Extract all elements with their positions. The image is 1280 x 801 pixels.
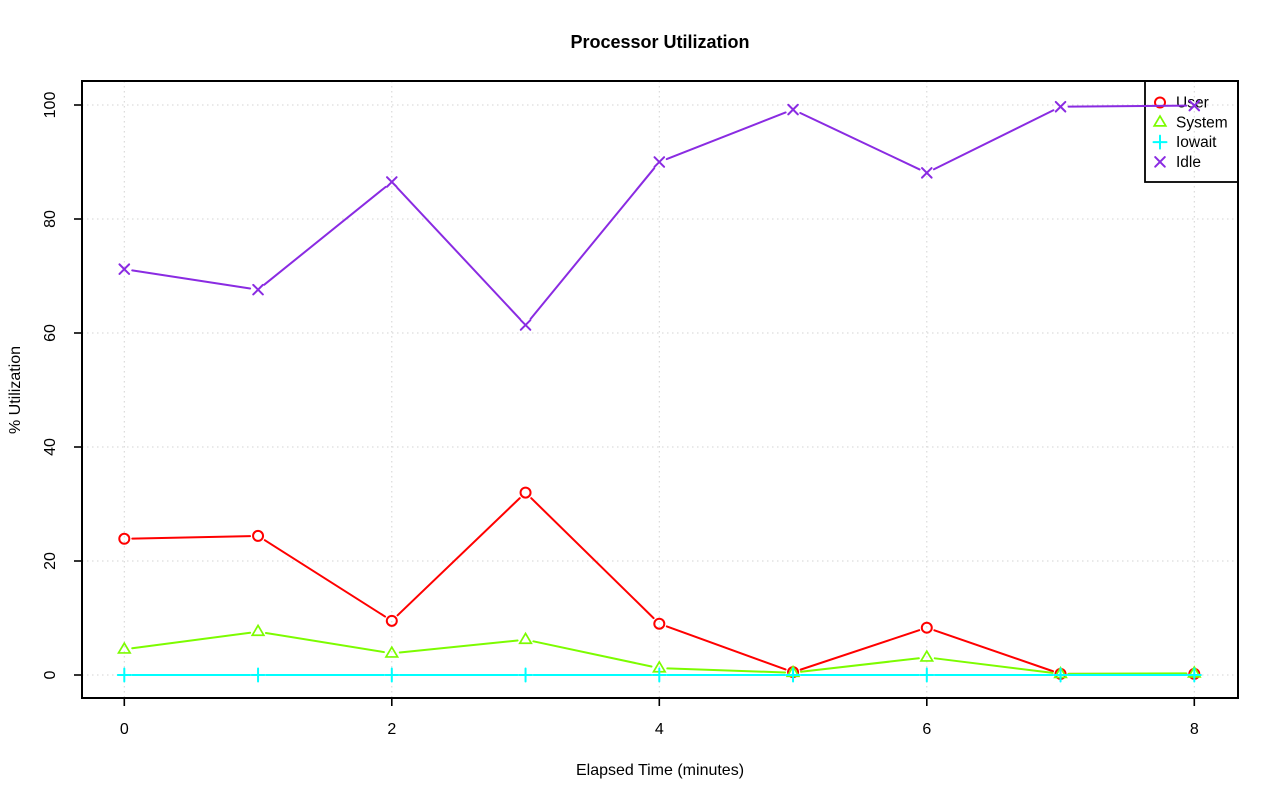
y-tick-label: 100 (42, 92, 59, 119)
x-tick-label: 2 (387, 721, 396, 738)
legend-label-system: System (1176, 114, 1228, 131)
series-line-user (799, 629, 921, 671)
series-point-iowait (384, 667, 400, 683)
series-point-iowait (250, 667, 266, 683)
y-axis-label: % Utilization (7, 345, 24, 435)
legend-box (1144, 80, 1239, 183)
series-line-user (263, 539, 387, 618)
y-tick-label: 60 (42, 324, 59, 342)
x-icon (1154, 156, 1166, 168)
series-point-idle (1054, 100, 1067, 113)
series-line-user (396, 497, 521, 617)
series-line-system (799, 657, 920, 673)
x-tick-label: 8 (1190, 721, 1199, 738)
series-line-system (933, 657, 1054, 674)
series-point-iowait (651, 667, 667, 683)
y-tick-label: 20 (42, 552, 59, 570)
series-point-idle (653, 156, 666, 168)
series-point-system (919, 649, 935, 662)
series-line-idle (665, 111, 787, 161)
series-point-user (653, 617, 666, 630)
series-point-system (117, 641, 132, 654)
series-line-system (1067, 672, 1188, 675)
series-point-system (384, 645, 400, 658)
series-point-idle (252, 283, 264, 296)
series-line-system (398, 639, 519, 654)
series-point-iowait (116, 667, 132, 683)
series-line-system (532, 640, 653, 668)
series-point-user (252, 529, 265, 542)
series-point-iowait (518, 667, 534, 683)
series-point-iowait (1186, 667, 1202, 683)
series-line-user (530, 497, 655, 620)
series-point-user (920, 621, 933, 634)
series-line-system (666, 667, 787, 674)
series-point-idle (519, 319, 532, 331)
series-point-system (518, 631, 533, 645)
series-line-user (665, 625, 787, 671)
series-line-idle (396, 186, 522, 321)
x-tick-label: 4 (655, 721, 664, 738)
series-point-idle (787, 103, 799, 116)
series-line-idle (263, 185, 387, 286)
circle-icon (1154, 96, 1166, 109)
series-point-idle (1188, 99, 1201, 112)
series-point-idle (921, 167, 933, 179)
legend-label-idle: Idle (1176, 154, 1201, 171)
series-point-iowait (785, 667, 801, 683)
x-tick-label: 0 (120, 721, 129, 738)
series-line-idle (1067, 104, 1188, 108)
series-point-user (385, 614, 398, 627)
series-point-iowait (1053, 667, 1069, 683)
chart-title: Processor Utilization (570, 32, 750, 52)
series-point-system (250, 623, 266, 637)
plus-icon (1152, 134, 1168, 150)
triangle-icon (1152, 114, 1168, 127)
x-axis-label: Elapsed Time (minutes) (575, 762, 745, 779)
series-line-idle (932, 109, 1055, 171)
y-tick-label: 80 (42, 210, 59, 228)
x-tick-label: 6 (922, 721, 931, 738)
plot-frame (81, 80, 1239, 699)
y-tick-label: 40 (42, 438, 59, 456)
series-point-idle (386, 176, 398, 188)
series-line-user (933, 629, 1054, 673)
series-line-idle (529, 167, 656, 320)
legend-label-iowait: Iowait (1176, 134, 1217, 151)
series-line-user (131, 535, 252, 540)
series-point-iowait (919, 667, 935, 683)
series-point-idle (118, 263, 131, 275)
series-line-system (131, 631, 252, 650)
series-point-user (519, 486, 532, 499)
series-line-system (264, 631, 385, 654)
y-tick-label: 0 (42, 670, 59, 679)
series-point-user (118, 532, 131, 545)
series-line-idle (131, 269, 252, 290)
series-line-idle (799, 111, 921, 171)
